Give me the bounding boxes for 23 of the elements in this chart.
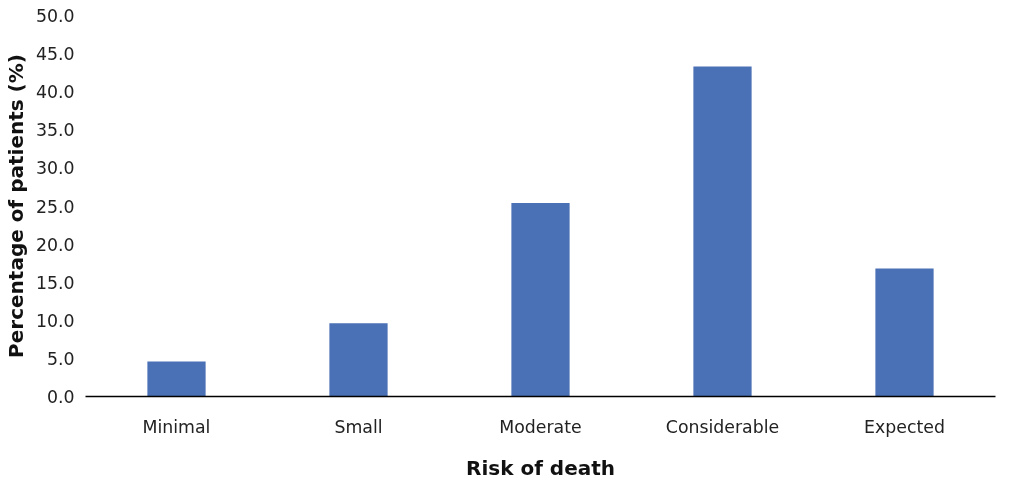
bar xyxy=(147,361,206,397)
x-tick-label: Minimal xyxy=(142,416,211,437)
y-tick-label: 5.0 xyxy=(46,348,75,369)
x-tick-label: Small xyxy=(334,416,383,437)
x-axis-title: Risk of death xyxy=(466,455,616,480)
x-tick-label: Expected xyxy=(864,416,945,437)
x-tick-label: Moderate xyxy=(499,416,582,437)
y-tick-label: 15.0 xyxy=(35,272,75,293)
y-tick-label: 25.0 xyxy=(35,196,75,217)
y-tick-label: 50.0 xyxy=(35,6,75,26)
y-tick-label: 45.0 xyxy=(35,44,75,65)
bar xyxy=(875,268,934,397)
y-tick-label: 40.0 xyxy=(35,82,75,103)
x-tick-label: Considerable xyxy=(665,416,780,437)
bar xyxy=(693,66,752,397)
y-axis-title: Percentage of patients (%) xyxy=(3,54,28,358)
bar xyxy=(511,202,570,397)
y-tick-label: 30.0 xyxy=(35,158,75,179)
y-tick-label: 35.0 xyxy=(35,120,75,141)
y-tick-label: 10.0 xyxy=(35,310,75,331)
bar xyxy=(329,323,388,397)
y-tick-label: 20.0 xyxy=(35,234,75,255)
y-tick-label: 0.0 xyxy=(46,387,75,407)
